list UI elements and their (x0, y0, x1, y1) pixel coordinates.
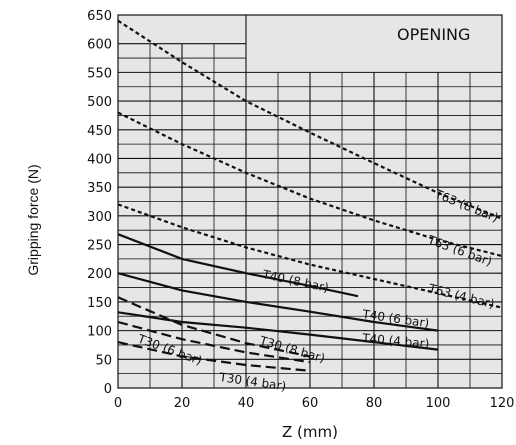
x-tick-label: 60 (302, 396, 319, 411)
series-lines (117, 19, 503, 372)
x-axis-title: Z (mm) (282, 423, 338, 441)
y-tick-label: 150 (87, 296, 112, 311)
y-tick-label: 400 (87, 152, 112, 167)
y-tick-label: 250 (87, 239, 112, 254)
y-tick-label: 50 (95, 353, 112, 368)
chart-title: OPENING (397, 25, 470, 44)
series-line-4 (117, 272, 439, 332)
y-tick-label: 650 (87, 9, 112, 24)
x-tick-label: 20 (174, 396, 191, 411)
series-line-1 (117, 111, 503, 258)
x-tick-label: 0 (114, 396, 122, 411)
series-line-2 (117, 203, 503, 309)
series-line-3 (117, 233, 359, 298)
series-line-6 (117, 296, 311, 358)
y-tick-label: 500 (87, 95, 112, 110)
x-tick-label: 100 (426, 396, 451, 411)
y-tick-label: 100 (87, 325, 112, 340)
x-tick-label: 80 (366, 396, 383, 411)
x-tick-label: 120 (490, 396, 515, 411)
y-axis-title: Gripping force (N) (25, 164, 41, 275)
y-tick-labels: 0 50 100 150 200 250 300 350 400 450 500 550 600 650 (87, 9, 112, 397)
y-tick-label: 300 (87, 210, 112, 225)
series-line-5 (117, 311, 439, 351)
y-tick-label: 600 (87, 38, 112, 53)
y-tick-label: 200 (87, 267, 112, 282)
y-tick-label: 550 (87, 66, 112, 81)
y-tick-label: 0 (104, 382, 112, 397)
curve-label-5: T40 (4 bar) (361, 331, 430, 351)
series-line-7 (117, 320, 311, 364)
y-tick-label: 350 (87, 181, 112, 196)
series-line-8 (117, 341, 311, 372)
x-tick-labels: 0 20 40 60 80 100 120 (114, 396, 515, 411)
x-tick-label: 40 (238, 396, 255, 411)
y-tick-label: 450 (87, 124, 112, 139)
